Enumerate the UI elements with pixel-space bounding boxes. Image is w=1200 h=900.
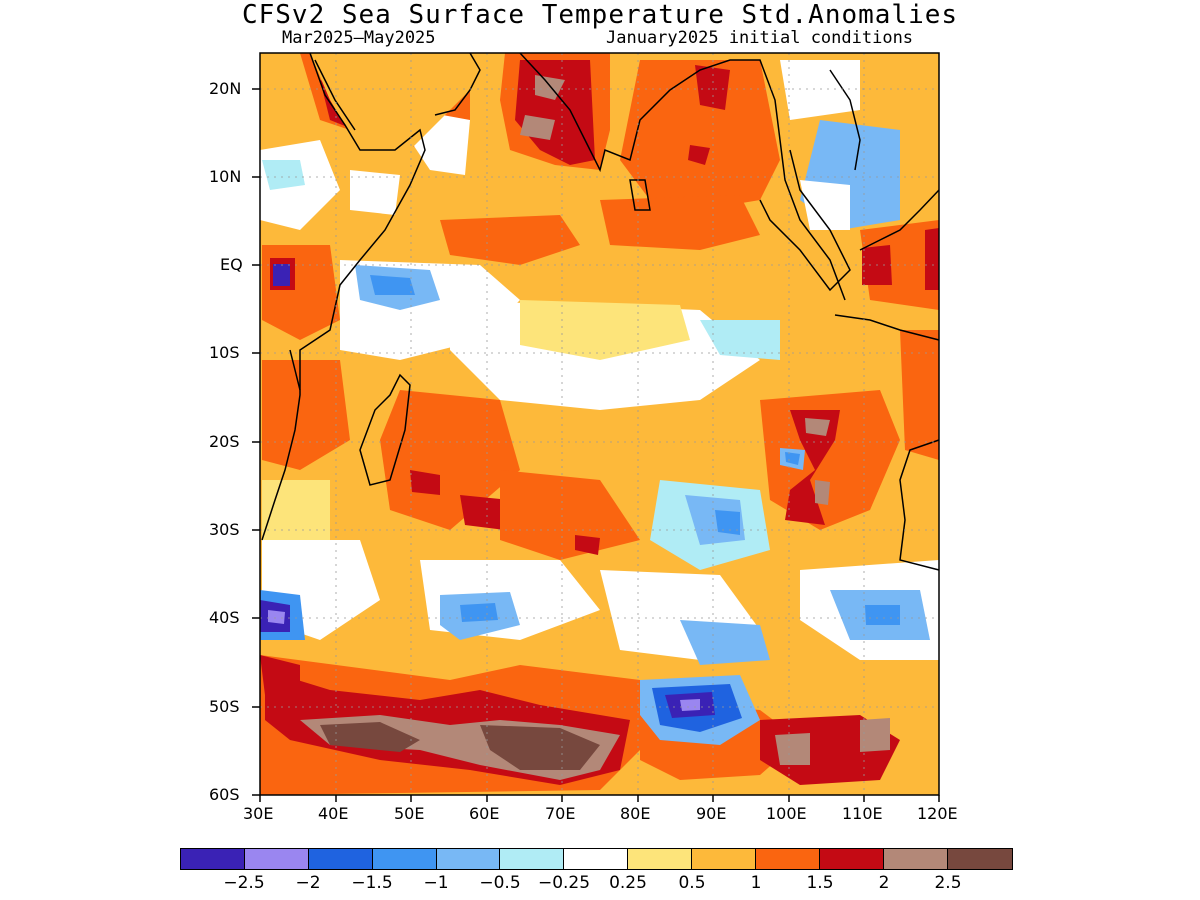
colorbar-swatch [947,849,1012,869]
colorbar-swatch [692,849,757,869]
colorbar-swatch [181,849,245,869]
africa-coastline [261,52,426,541]
lon-label-100e: 100E [766,804,807,823]
colorbar-tick-label: 0.5 [678,873,706,893]
lat-label-50s: 50S [209,697,240,716]
lat-label-10n: 10N [209,167,242,186]
colorbar-swatch [436,849,501,869]
lon-label-40e: 40E [318,804,349,823]
colorbar-swatch [883,849,948,869]
colorbar-tick-label: −2 [295,873,321,893]
colorbar-swatch [244,849,309,869]
colorbar-tick-label: −1 [423,873,449,893]
lat-label-40s: 40S [209,608,240,627]
initial-conditions-subtitle: January2025 initial conditions [606,28,914,48]
coastlines [261,52,940,571]
lat-label-eq: EQ [220,255,243,274]
colorbar-tick-label: 0.25 [609,873,647,893]
colorbar-swatch [372,849,437,869]
colorbar-swatch [756,849,820,869]
plot-frame [259,52,940,796]
colorbar-tick-label: −2.5 [223,873,265,893]
axis-ticks [252,88,940,802]
mozambique-channel-anomaly [262,360,350,470]
equatorial-cold-spot [273,264,290,286]
colorbar-swatch [819,849,884,869]
colorbar-tick-label: −1.5 [351,873,393,893]
colorbar-tick-label: 1 [750,873,762,893]
colorbar-tick-label: −0.25 [537,873,591,893]
lat-label-20s: 20S [209,432,240,451]
colorbar-tick-label: 2.5 [934,873,962,893]
lat-label-60s: 60S [209,785,240,804]
lon-label-90e: 90E [696,804,727,823]
australia-coastline [899,439,940,571]
colorbar-tick-label: −0.5 [479,873,521,893]
borneo-coastline [859,189,940,251]
southern-ocean-max-1 [320,722,420,752]
arabia-coastline [434,52,481,116]
colorbar [180,848,1013,870]
lon-label-70e: 70E [545,804,576,823]
sri-lanka [629,179,651,211]
colorbar-swatch [564,849,629,869]
lon-label-110e: 110E [842,804,883,823]
southern-ocean-max-2 [480,725,600,770]
bay-of-bengal-anomaly [620,60,780,210]
colorbar-tick-label: 2 [878,873,890,893]
lat-label-20n: 20N [209,79,242,98]
graticule [260,53,939,795]
lon-label-60e: 60E [469,804,500,823]
lat-label-30s: 30S [209,520,240,539]
madagascar [359,373,411,486]
lon-label-120e: 120E [917,804,958,823]
lat-label-10s: 10S [209,343,240,362]
south-madagascar-anomaly [380,390,520,530]
colorbar-tick-label: 1.5 [806,873,834,893]
season-subtitle: Mar2025–May2025 [282,28,436,48]
lon-label-50e: 50E [394,804,425,823]
india-bay-coastline [519,52,846,301]
colorbar-swatch [628,849,693,869]
colorbar-swatch [308,849,373,869]
lon-label-30e: 30E [243,804,274,823]
anomaly-field [260,53,939,795]
nw-australia-peak [785,410,840,525]
maritime-continent-anomaly [860,220,939,310]
java-coastline [834,314,940,341]
map-title: CFSv2 Sea Surface Temperature Std.Anomal… [241,0,959,30]
lon-label-80e: 80E [620,804,651,823]
colorbar-swatch [500,849,565,869]
